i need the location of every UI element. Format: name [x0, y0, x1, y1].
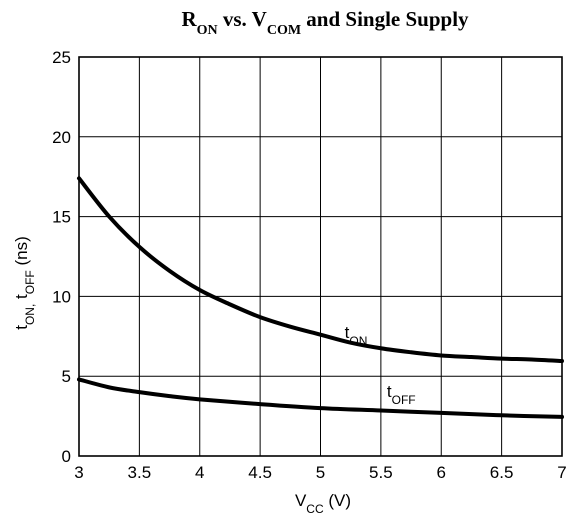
y-tick-label: 0: [62, 447, 71, 466]
x-tick-label: 3.5: [128, 463, 152, 482]
y-axis-label: tON, tOFF (ns): [12, 236, 37, 330]
label-part: V: [295, 491, 307, 510]
y-tick-label: 5: [62, 367, 71, 386]
y-axis-ticks: 0 5 10 15 20 25: [52, 48, 71, 466]
x-axis-ticks: 3 3.5 4 4.5 5 5.5 6 6.5 7: [74, 463, 566, 482]
label-subscript: OFF: [23, 270, 37, 294]
y-tick-label: 10: [52, 287, 71, 306]
series-line-t-on: [77, 176, 564, 364]
series-line-t-off: [77, 377, 564, 419]
label-part: t: [345, 323, 350, 342]
label-part: t: [387, 382, 392, 401]
x-tick-label: 7: [557, 463, 566, 482]
y-tick-label: 25: [52, 48, 71, 67]
series-label-t-on: tON: [345, 323, 368, 348]
x-tick-label: 5: [316, 463, 325, 482]
x-tick-label: 6: [437, 463, 446, 482]
label-part: R: [181, 7, 197, 31]
label-subscript: CC: [306, 502, 324, 516]
label-part: (V): [324, 491, 351, 510]
label-part: t: [12, 325, 31, 330]
x-axis-label: VCC (V): [295, 491, 351, 516]
x-tick-label: 4.5: [248, 463, 272, 482]
label-subscript: ON: [349, 334, 367, 348]
label-subscript: ON: [197, 23, 218, 38]
grid-lines: [78, 56, 563, 457]
x-tick-label: 3: [74, 463, 83, 482]
label-subscript: COM: [267, 23, 301, 38]
label-part: (ns): [12, 236, 31, 270]
x-tick-label: 5.5: [369, 463, 393, 482]
label-subscript: ON,: [23, 304, 37, 325]
label-part: vs. V: [218, 7, 267, 31]
x-tick-label: 4: [195, 463, 204, 482]
chart-title: RON vs. VCOM and Single Supply: [181, 7, 469, 38]
series-label-t-off: tOFF: [387, 382, 416, 407]
label-part: t: [12, 294, 31, 304]
label-part: and Single Supply: [301, 7, 469, 31]
plot-area-frame: [78, 56, 563, 457]
label-subscript: OFF: [392, 393, 416, 407]
y-tick-label: 20: [52, 128, 71, 147]
y-tick-label: 15: [52, 208, 71, 227]
x-tick-label: 6.5: [490, 463, 514, 482]
